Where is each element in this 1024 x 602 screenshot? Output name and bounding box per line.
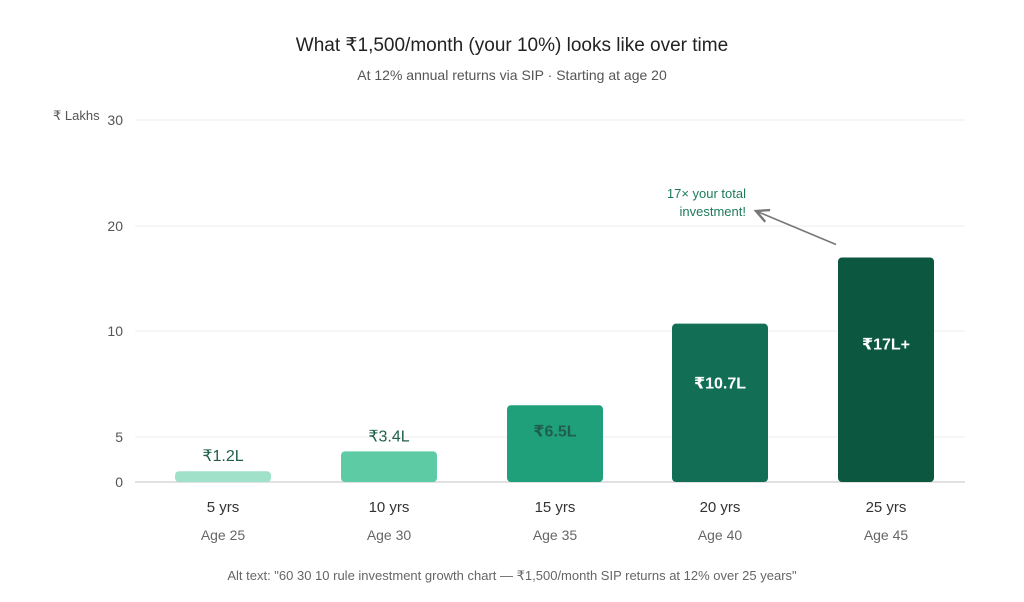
x-age-sublabel: Age 30	[367, 527, 412, 543]
bar	[672, 323, 768, 482]
y-tick-label: 5	[115, 429, 123, 445]
x-age-sublabel: Age 25	[201, 527, 246, 543]
annotation-text-line: 17× your total	[667, 186, 746, 201]
bar-value-label: ₹6.5L	[533, 424, 576, 441]
bar	[175, 471, 271, 482]
alt-text-caption: Alt text: "60 30 10 rule investment grow…	[227, 568, 797, 583]
chart-title: What ₹1,500/month (your 10%) looks like …	[295, 35, 729, 56]
y-axis-unit-label: ₹ Lakhs	[53, 108, 100, 123]
x-age-sublabel: Age 35	[533, 527, 578, 543]
bar-value-label: ₹1.2L	[202, 448, 243, 465]
bar-value-label: ₹3.4L	[368, 428, 409, 445]
x-category-label: 15 yrs	[535, 499, 576, 516]
x-age-sublabel: Age 45	[864, 527, 909, 543]
bar	[838, 257, 934, 482]
bar	[341, 451, 437, 482]
bar	[507, 405, 603, 482]
bar-value-label: ₹17L+	[862, 337, 910, 354]
x-category-label: 10 yrs	[369, 499, 410, 516]
bar-value-label: ₹10.7L	[694, 376, 746, 393]
x-category-label: 25 yrs	[866, 499, 907, 516]
x-category-label: 20 yrs	[700, 499, 741, 516]
x-category-label: 5 yrs	[207, 499, 240, 516]
x-age-sublabel: Age 40	[698, 527, 743, 543]
y-tick-label: 30	[107, 112, 123, 128]
annotation-text-line: investment!	[680, 204, 746, 219]
y-tick-label: 0	[115, 474, 123, 490]
y-tick-label: 20	[107, 218, 123, 234]
y-tick-label: 10	[107, 323, 123, 339]
annotation-arrow	[756, 211, 837, 246]
chart-subtitle: At 12% annual returns via SIP · Starting…	[357, 67, 667, 83]
